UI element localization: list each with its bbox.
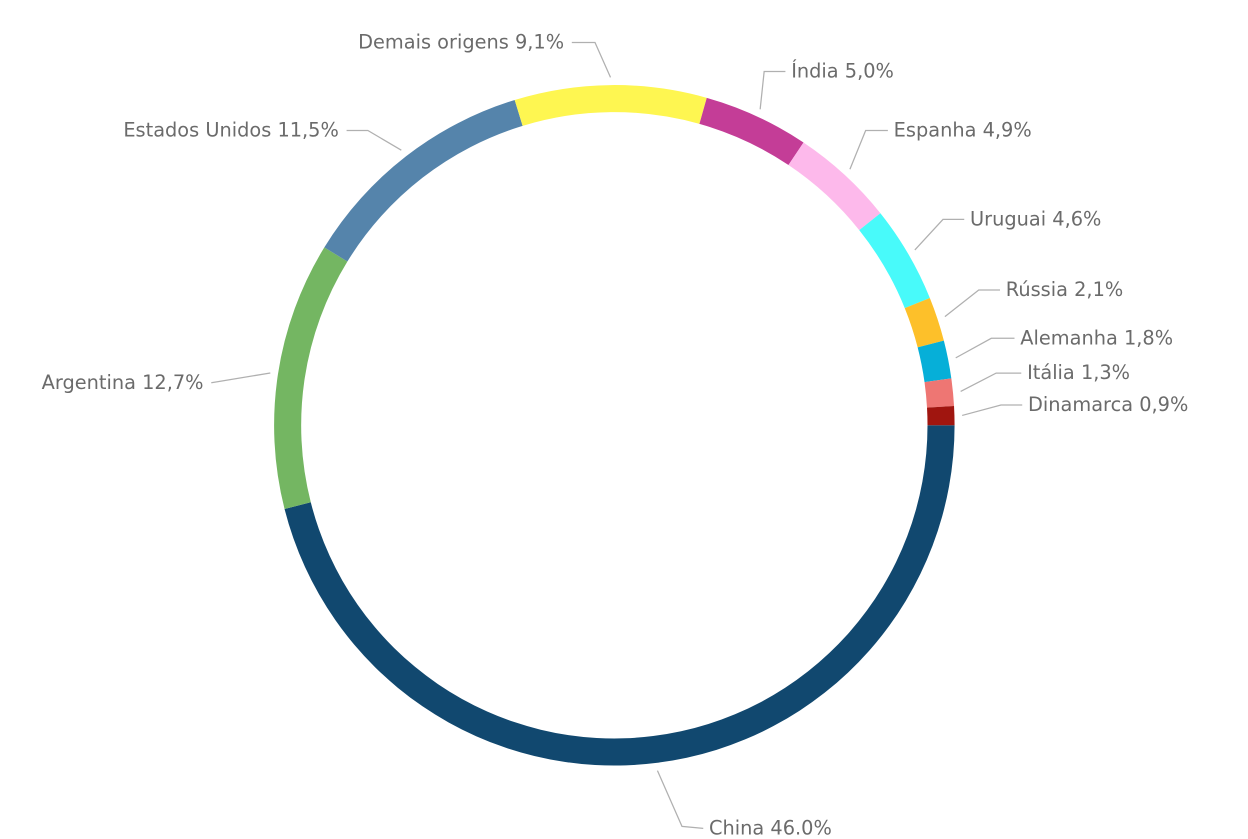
value-label: 9,1% xyxy=(515,30,564,53)
value-label: 4,9% xyxy=(983,118,1032,141)
category-name: Uruguai xyxy=(970,207,1046,230)
category-name: Alemanha xyxy=(1020,326,1118,349)
value-label: 12,7% xyxy=(142,370,203,393)
slice-label: Espanha 4,9% xyxy=(894,118,1032,141)
donut-slice xyxy=(324,99,523,262)
slice-label: Uruguai 4,6% xyxy=(970,207,1101,230)
leader-line xyxy=(955,337,1015,359)
category-name: Espanha xyxy=(894,118,977,141)
leader-line xyxy=(944,289,1001,318)
donut-slice xyxy=(859,213,930,309)
donut-slice xyxy=(927,406,955,426)
slice-label: Rússia 2,1% xyxy=(1006,277,1123,300)
donut-slice xyxy=(904,297,944,348)
slice-label: Estados Unidos 11,5% xyxy=(123,118,339,141)
category-name: Dinamarca xyxy=(1028,393,1133,416)
leader-line xyxy=(849,129,888,170)
donut-slice xyxy=(514,85,707,126)
leader-line xyxy=(346,129,402,151)
slice-label: Alemanha 1,8% xyxy=(1020,326,1173,349)
value-label: 11,5% xyxy=(277,118,338,141)
slice-label: Argentina 12,7% xyxy=(42,370,204,393)
leader-line xyxy=(571,41,612,78)
value-label: 5,0% xyxy=(845,59,894,82)
category-name: Argentina xyxy=(42,370,136,393)
category-name: Estados Unidos xyxy=(123,118,271,141)
leader-line xyxy=(960,372,1022,392)
slice-label: Demais origens 9,1% xyxy=(358,30,564,53)
value-label: 0,9% xyxy=(1139,393,1188,416)
donut-slice xyxy=(284,425,955,766)
value-label: 1,3% xyxy=(1081,361,1130,384)
category-name: Demais origens xyxy=(358,30,509,53)
donut-slice xyxy=(788,142,881,231)
donut-slice xyxy=(917,340,952,383)
category-name: Índia xyxy=(791,59,838,82)
leader-line xyxy=(656,770,704,829)
leader-line xyxy=(962,404,1023,417)
leader-line xyxy=(759,70,786,110)
leader-line xyxy=(914,218,965,251)
slice-label: China 46.0% xyxy=(709,816,832,839)
value-label: 4,6% xyxy=(1052,207,1101,230)
category-name: Itália xyxy=(1027,361,1075,384)
value-label: 2,1% xyxy=(1074,277,1123,300)
donut-slice xyxy=(274,247,348,509)
donut-slice xyxy=(924,378,955,408)
donut-slice xyxy=(699,97,804,166)
slice-label: Itália 1,3% xyxy=(1027,361,1130,384)
leader-line xyxy=(211,372,271,384)
value-label: 46.0% xyxy=(770,816,831,839)
value-label: 1,8% xyxy=(1124,326,1173,349)
category-name: Rússia xyxy=(1006,277,1068,300)
slice-label: Índia 5,0% xyxy=(791,59,894,82)
slice-label: Dinamarca 0,9% xyxy=(1028,393,1188,416)
category-name: China xyxy=(709,816,764,839)
